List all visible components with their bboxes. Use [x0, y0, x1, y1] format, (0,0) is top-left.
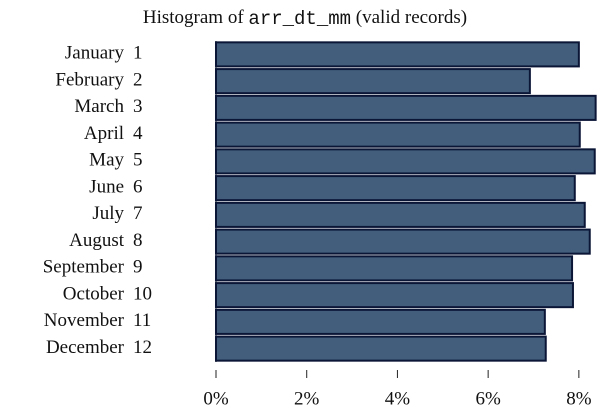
title-field: arr_dt_mm — [248, 8, 351, 30]
y-tick-label: February — [55, 69, 124, 90]
y-tick-code: 1 — [133, 43, 143, 64]
bar — [215, 121, 581, 148]
bar — [215, 228, 591, 255]
bar — [215, 308, 546, 335]
y-tick-code: 9 — [133, 257, 143, 278]
bar — [215, 41, 580, 68]
y-tick-label: August — [69, 230, 125, 251]
y-tick-label: July — [92, 203, 124, 224]
y-tick-label: October — [63, 283, 125, 304]
y-tick-label: April — [84, 123, 124, 144]
bar — [215, 94, 597, 121]
x-tick-label: 4% — [385, 388, 411, 409]
bar — [215, 335, 547, 362]
title-note: (valid records) — [356, 7, 467, 28]
y-tick-code: 3 — [133, 96, 143, 117]
y-tick-code: 11 — [133, 310, 151, 331]
y-tick-label: March — [74, 96, 124, 117]
y-tick-code: 2 — [133, 69, 143, 90]
bar — [215, 68, 531, 95]
y-tick-label: January — [65, 43, 125, 64]
y-tick-code: 4 — [133, 123, 143, 144]
bar — [215, 148, 596, 175]
chart-title: Histogram of arr_dt_mm (valid records) — [143, 7, 467, 30]
y-tick-label: December — [46, 337, 125, 358]
y-tick-code: 6 — [133, 176, 143, 197]
bar — [215, 175, 576, 202]
y-tick-label: June — [89, 176, 124, 197]
bar — [215, 201, 586, 228]
y-tick-code: 5 — [133, 150, 143, 171]
y-tick-label: September — [43, 257, 125, 278]
y-tick-code: 10 — [133, 283, 152, 304]
title-text: Histogram of — [143, 7, 244, 28]
x-tick-label: 2% — [294, 388, 320, 409]
y-tick-code: 12 — [133, 337, 152, 358]
y-tick-code: 7 — [133, 203, 143, 224]
x-tick-label: 6% — [475, 388, 501, 409]
bar — [215, 255, 574, 282]
bar — [215, 282, 574, 309]
x-tick-label: 8% — [566, 388, 592, 409]
y-tick-label: November — [44, 310, 125, 331]
y-tick-label: May — [89, 150, 124, 171]
y-tick-code: 8 — [133, 230, 143, 251]
x-tick-label: 0% — [203, 388, 229, 409]
